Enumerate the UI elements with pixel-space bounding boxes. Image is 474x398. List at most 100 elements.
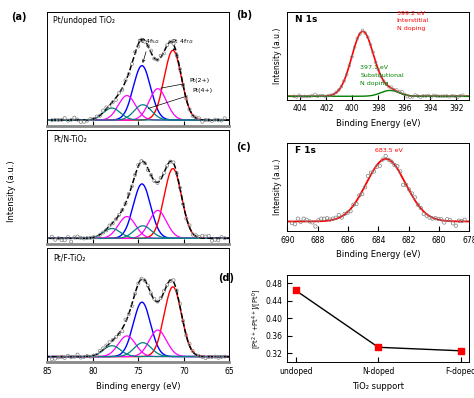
Point [128,183,136,189]
Point [199,354,206,360]
X-axis label: Binding Energy (eV): Binding Energy (eV) [336,250,420,259]
X-axis label: Binding Energy (eV): Binding Energy (eV) [336,119,420,128]
Y-axis label: [Pt$^{2+}$+Pt$^{4+}$]/[Pt$^{0}$]: [Pt$^{2+}$+Pt$^{4+}$]/[Pt$^{0}$] [250,288,263,349]
Point [151,55,158,62]
Point [318,215,325,222]
Point [80,235,88,242]
Point [182,332,190,339]
Point [100,107,107,114]
Point [294,215,301,222]
Point [51,117,59,123]
Point [291,221,299,227]
Point [408,190,416,197]
Point [402,182,410,188]
Point [211,117,219,123]
Point [428,215,436,222]
Point [344,209,351,216]
Point [406,94,414,100]
Point [160,288,168,294]
Point [160,170,168,176]
Point [447,217,454,223]
Point [51,236,59,243]
Point [106,222,113,229]
Point [106,339,113,345]
Point [301,93,308,100]
Text: (a): (a) [11,12,27,22]
X-axis label: TiO₂ support: TiO₂ support [352,382,404,390]
Point [83,117,91,124]
Point [367,170,375,176]
Point [211,353,219,360]
Point [221,235,228,242]
Point [61,115,69,121]
Point [71,234,78,240]
Point [202,355,210,361]
Point [417,205,425,211]
Point [455,218,463,224]
Point [96,348,104,354]
Point [401,91,409,98]
Point [48,117,56,123]
Point [93,234,100,240]
Point [115,212,123,218]
Point [385,84,392,90]
Point [157,53,164,59]
Point [93,352,100,358]
Point [438,93,446,100]
Text: 683.5 eV: 683.5 eV [375,148,402,153]
Point [90,352,97,359]
Point [67,238,75,245]
Text: Pt 4f$_{7/2}$: Pt 4f$_{7/2}$ [171,38,194,50]
Point [74,233,82,240]
Point [58,237,65,244]
Point [135,43,142,50]
Point [205,232,212,239]
Text: Pt(4+): Pt(4+) [148,88,213,109]
Point [157,175,164,181]
Point [288,220,296,226]
Point [426,215,433,221]
Point [144,167,152,173]
Point [435,93,443,100]
Point [215,117,222,123]
Point [215,355,222,361]
Point [419,93,427,99]
Point [456,92,464,99]
Point [377,73,385,80]
Point [199,233,206,239]
Point [354,35,361,42]
Point [208,354,216,360]
Point [109,220,117,226]
Point [335,87,343,93]
Point [154,298,161,305]
Point [311,223,319,230]
Point [135,280,142,287]
Point [182,96,190,102]
Point [115,331,123,338]
Text: Interstitial: Interstitial [397,18,429,23]
Point [319,92,327,99]
Point [433,93,440,99]
Point [90,116,97,122]
Text: (b): (b) [237,10,253,20]
Point [179,318,187,324]
Point [373,164,381,170]
Point [61,237,69,244]
Point [388,84,395,90]
Point [192,114,200,121]
Point [192,352,200,359]
Point [423,213,430,219]
Point [138,275,146,282]
Text: Pt/F-TiO₂: Pt/F-TiO₂ [53,253,85,262]
Text: (d): (d) [219,273,234,283]
Point [205,117,212,123]
Point [309,92,316,99]
Point [100,229,107,236]
Point [87,116,94,122]
Point [411,194,419,201]
Point [131,172,139,178]
Point [451,93,459,100]
Text: N doping: N doping [397,26,425,31]
Point [347,208,355,214]
Point [48,356,56,363]
